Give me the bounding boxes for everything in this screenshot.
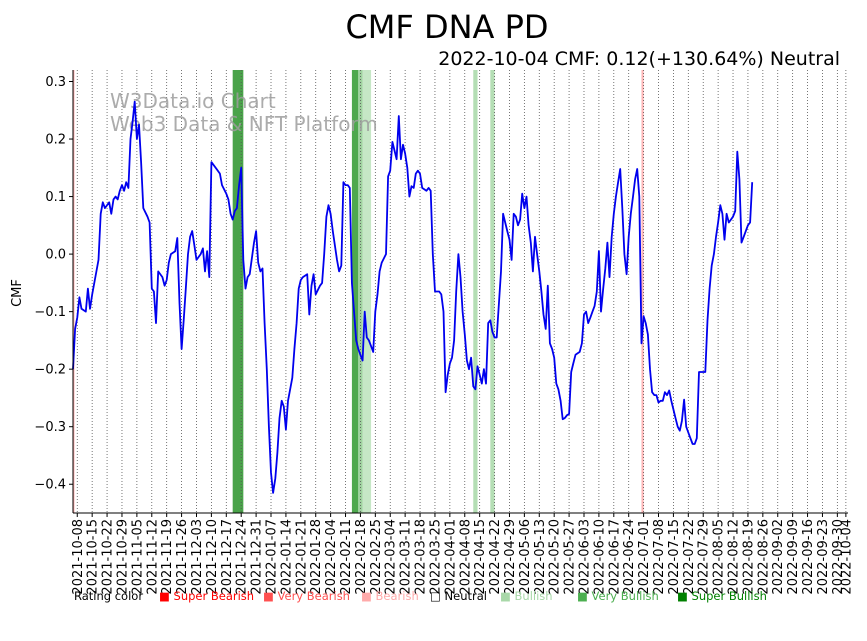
y-tick-label: −0.4 — [34, 478, 66, 493]
x-tick-label: 2022-06-03 — [578, 519, 593, 595]
legend-item-bearish: ■ Bearish — [361, 589, 419, 603]
x-tick-label: 2022-03-18 — [414, 519, 429, 595]
x-tick-label: 2022-09-02 — [771, 519, 786, 595]
x-tick-label: 2021-10-08 — [71, 519, 86, 595]
x-tick-label: 2022-09-09 — [786, 519, 801, 595]
rating-legend: Rating color ■ Super Bearish ■ Very Beari… — [74, 589, 767, 603]
x-tick-label: 2022-07-01 — [637, 519, 652, 595]
x-tick-label: 2021-12-03 — [190, 519, 205, 595]
x-tick-label: 2022-03-04 — [384, 519, 399, 595]
vertical-gridlines — [76, 70, 847, 513]
legend-item-very-bearish: ■ Very Bearish — [263, 589, 350, 603]
series-layer — [72, 100, 754, 494]
x-tick-label: 2022-06-10 — [592, 519, 607, 595]
x-tick-label: 2021-11-12 — [145, 519, 160, 595]
x-tick-label: 2022-06-24 — [622, 519, 637, 595]
y-tick-label: −0.3 — [34, 420, 66, 435]
x-tick-label: 2022-08-26 — [756, 519, 771, 595]
x-tick-label: 2022-08-12 — [727, 519, 742, 595]
x-tick-label: 2021-12-17 — [220, 519, 235, 595]
x-tick-label: 2022-04-08 — [458, 519, 473, 595]
x-tick-label: 2021-11-26 — [175, 519, 190, 595]
axes — [72, 70, 848, 514]
y-tick-label: −0.1 — [34, 305, 66, 320]
watermark-line-1: W3Data.io Chart — [110, 89, 276, 113]
rating-bands — [73, 70, 644, 513]
x-tick-label: 2022-08-05 — [712, 519, 727, 595]
x-tick-label: 2021-11-19 — [160, 519, 175, 595]
rating-band-2 — [358, 70, 363, 513]
x-tick-label: 2022-03-11 — [399, 519, 414, 595]
x-tick-label: 2022-09-30 — [831, 519, 846, 595]
y-tick-label: 0.3 — [45, 75, 66, 90]
x-tick-label: 2022-09-16 — [801, 519, 816, 595]
y-axis-label: CMF — [10, 279, 25, 307]
x-tick-label: 2022-02-04 — [324, 519, 339, 595]
y-tick-label: 0.2 — [45, 133, 66, 148]
rating-band-3 — [362, 70, 372, 513]
x-tick-label: 2021-10-22 — [101, 519, 116, 595]
y-tick-label: 0.0 — [45, 248, 66, 263]
legend-item-super-bullish: ■ Super Bullish — [677, 589, 767, 603]
x-tick-label: 2022-03-25 — [429, 519, 444, 595]
x-tick-label: 2022-04-01 — [443, 519, 458, 595]
y-tick-label: −0.2 — [34, 363, 66, 378]
x-ticks: 2021-10-08 2021-10-15 2021-10-22 2021-10-29… — [71, 513, 854, 595]
legend-item-bullish: ■ Bullish — [500, 589, 553, 603]
x-tick-label: 2022-09-23 — [816, 519, 831, 595]
chart-title: CMF DNA PD — [345, 8, 548, 46]
series-line-cmf — [72, 100, 754, 494]
x-tick-label: 2022-07-29 — [697, 519, 712, 595]
rating-band-5 — [490, 70, 495, 513]
legend-item-very-bullish: ■ Very Bullish — [577, 589, 659, 603]
x-tick-label: 2021-12-31 — [250, 519, 265, 595]
x-tick-label: 2022-01-21 — [294, 519, 309, 595]
x-tick-label: 2021-12-24 — [235, 519, 250, 595]
x-tick-label: 2022-04-29 — [503, 519, 518, 595]
x-tick-label: 2021-12-10 — [205, 519, 220, 595]
x-tick-label: 2022-04-22 — [488, 519, 503, 595]
x-tick-label: 2022-01-07 — [265, 519, 280, 595]
rating-band-7 — [73, 70, 75, 513]
legend-title: Rating color — [74, 589, 143, 603]
x-tick-label: 2021-10-29 — [116, 519, 131, 595]
rating-band-1 — [351, 70, 359, 513]
x-tick-label: 2022-05-13 — [533, 519, 548, 595]
x-tick-label: 2022-01-14 — [279, 519, 294, 595]
rating-band-6 — [641, 70, 644, 513]
rating-band-4 — [473, 70, 478, 513]
y-ticks: 0.3 0.2 0.1 0.0 −0.1 −0.2 −0.3 −0.4 — [34, 75, 73, 493]
x-tick-label: 2022-01-28 — [309, 519, 324, 595]
legend-item-super-bearish: ■ Super Bearish — [159, 589, 254, 603]
legend-item-neutral: □ Neutral — [430, 589, 487, 603]
x-tick-label: 2022-10-04 — [839, 519, 854, 595]
chart-subtitle: 2022-10-04 CMF: 0.12(+130.64%) Neutral — [438, 48, 840, 70]
x-tick-label: 2022-05-06 — [518, 519, 533, 595]
x-tick-label: 2022-07-08 — [652, 519, 667, 595]
x-tick-label: 2021-10-15 — [86, 519, 101, 595]
x-tick-label: 2022-06-17 — [607, 519, 622, 595]
watermark-line-2: Web3 Data & NFT Platform — [110, 112, 378, 136]
x-tick-label: 2022-04-15 — [473, 519, 488, 595]
rating-band-0 — [232, 70, 244, 513]
x-tick-label: 2022-07-15 — [667, 519, 682, 595]
x-tick-label: 2022-02-11 — [339, 519, 354, 595]
x-tick-label: 2022-07-22 — [682, 519, 697, 595]
y-tick-label: 0.1 — [45, 190, 66, 205]
x-tick-label: 2022-05-20 — [548, 519, 563, 595]
x-tick-label: 2021-11-05 — [130, 519, 145, 595]
x-tick-label: 2022-02-18 — [354, 519, 369, 595]
x-tick-label: 2022-08-19 — [741, 519, 756, 595]
x-tick-label: 2022-02-25 — [369, 519, 384, 595]
x-tick-label: 2022-05-27 — [563, 519, 578, 595]
